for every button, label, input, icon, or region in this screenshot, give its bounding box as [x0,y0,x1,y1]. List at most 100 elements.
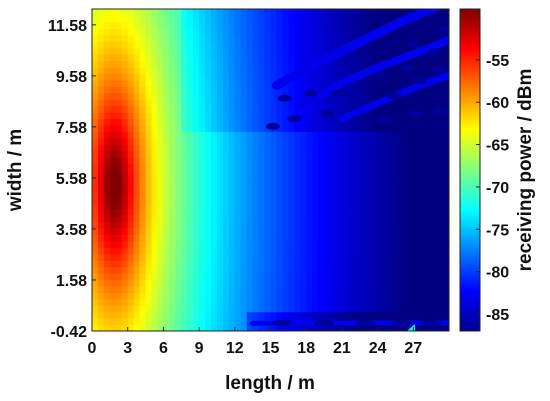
heatmap-cell [324,131,331,139]
heatmap-cell [258,47,266,55]
heatmap-cell [169,195,176,203]
heatmap-cell [318,105,325,113]
heatmap-cell [157,182,164,190]
heatmap-cell [187,247,194,255]
heatmap-cell [157,105,164,113]
heatmap-cell [133,170,141,178]
heatmap-cell [419,202,426,210]
heatmap-cell [187,9,194,17]
heatmap-cell [151,28,159,36]
heatmap-cell [139,240,147,248]
heatmap-cell [175,54,182,62]
heatmap-cell [300,137,307,145]
heatmap-cell [395,86,402,94]
heatmap-cell [431,9,438,17]
heatmap-cell [246,202,254,210]
heatmap-cell [187,176,194,184]
heatmap-cell [324,92,331,100]
heatmap-cell [413,266,420,274]
heatmap-cell [151,112,159,120]
heatmap-cell [246,298,254,306]
heatmap-cell [97,9,105,17]
heatmap-cell [335,112,343,120]
heatmap-cell [211,112,218,120]
heatmap-cell [187,234,194,242]
heatmap-cell [133,189,141,197]
heatmap-cell [264,131,272,139]
heatmap-cell [347,202,355,210]
heatmap-cell [347,163,355,171]
heatmap-cell [240,227,248,235]
heatmap-cell [252,124,260,132]
heatmap-cell [133,157,141,165]
heatmap-cell [437,137,444,145]
heatmap-cell [347,292,355,300]
heatmap-cell [258,131,266,139]
heatmap-cell [306,137,313,145]
heatmap-cell [115,260,123,268]
heatmap-cell [103,9,111,17]
heatmap-cell [181,124,188,132]
heatmap-cell [205,86,212,94]
heatmap-cell [335,9,343,17]
heatmap-cell [92,157,99,165]
heatmap-cell [270,227,278,235]
heatmap-cell [258,60,266,68]
heatmap-cell [92,60,99,68]
heatmap-cell [151,176,159,184]
heatmap-cell [216,260,224,268]
heatmap-cell [205,221,212,229]
heatmap-cell [383,86,391,94]
heatmap-cell [181,47,188,55]
heatmap-cell [234,28,242,36]
heatmap-cell [318,182,325,190]
heatmap-cell [264,195,272,203]
heatmap-cell [264,176,272,184]
heatmap-cell [306,21,313,29]
heatmap-cell [330,99,337,107]
heatmap-cell [395,311,402,319]
heatmap-cell [276,34,283,42]
heatmap-cell [234,285,242,293]
heatmap-cell [145,131,153,139]
heatmap-cell [300,311,307,319]
heatmap-cell [431,182,438,190]
heatmap-cell [413,60,420,68]
heatmap-cell [264,260,272,268]
heatmap-cell [222,305,230,313]
heatmap-cell [258,79,266,87]
heatmap-cell [169,176,176,184]
heatmap-cell [234,41,242,49]
heatmap-cell [359,176,367,184]
heatmap-cell [306,221,313,229]
heatmap-cell [187,41,194,49]
heatmap-cell [318,266,325,274]
heatmap-cell [282,131,289,139]
heatmap-cell [181,92,188,100]
heatmap-cell [157,137,164,145]
heatmap-cell [300,112,307,120]
heatmap-cell [276,41,283,49]
heatmap-cell [163,324,170,331]
heatmap-cell [115,54,123,62]
heatmap-cell [431,28,438,36]
heatmap-cell [127,28,135,36]
heatmap-cell [431,131,438,139]
heatmap-cell [103,28,111,36]
heatmap-cell [127,285,135,293]
heatmap-cell [300,131,307,139]
heatmap-cell [246,28,254,36]
heatmap-cell [270,105,278,113]
heatmap-cell [330,195,337,203]
heatmap-cell [234,215,242,223]
heatmap-cell [377,305,385,313]
heatmap-cell [163,182,170,190]
heatmap-cell [413,298,420,306]
x-tick-label: 15 [262,340,280,357]
heatmap-cell [157,202,164,210]
heatmap-cell [252,21,260,29]
heatmap-cell [270,112,278,120]
heatmap-cell [92,28,99,36]
heatmap-cell [97,324,105,331]
heatmap-cell [199,34,206,42]
